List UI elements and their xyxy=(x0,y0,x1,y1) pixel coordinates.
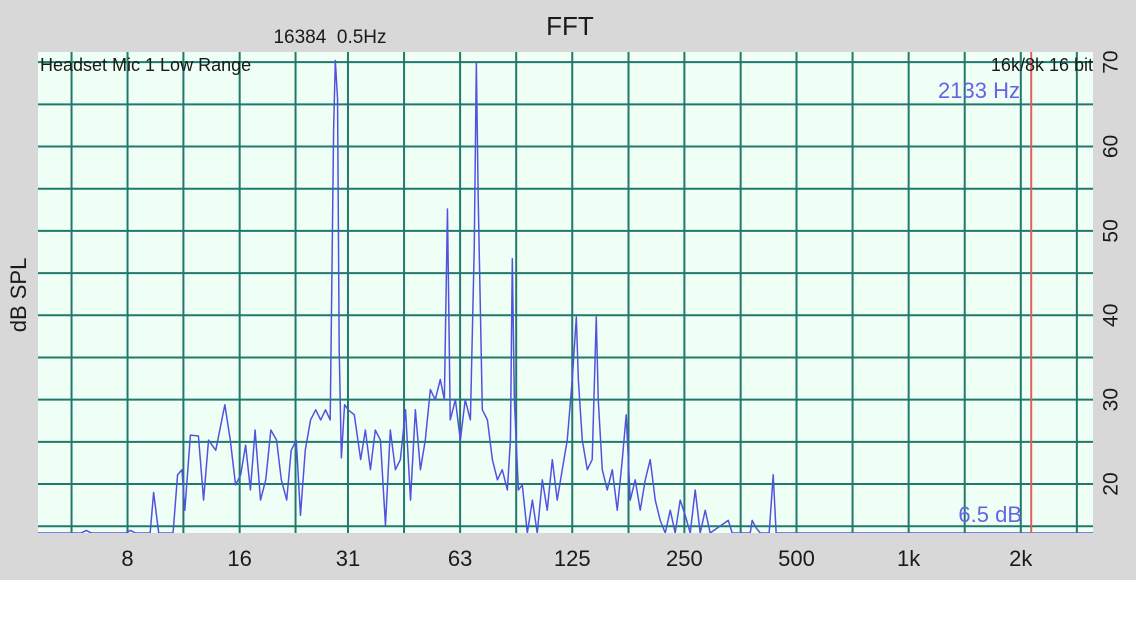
x-tick-label: 8 xyxy=(121,546,133,571)
spectrum-line xyxy=(38,59,1093,533)
x-tick-label: 1k xyxy=(897,546,921,571)
y-tick-label: 40 xyxy=(1100,304,1123,327)
fft-info: 16384 0.5Hz xyxy=(273,27,386,48)
cursor-label: 2133 Hz xyxy=(938,78,1020,103)
y-tick-label: 70 xyxy=(1100,50,1123,73)
x-tick-label: 31 xyxy=(336,546,360,571)
format-label: 16k/8k 16 bit xyxy=(991,55,1093,75)
tick-labels: 8 16 31 63 125 250 500 1k 2k 20 30 40 50 60 70 xyxy=(121,50,1122,570)
chart-title: FFT xyxy=(546,11,594,41)
x-tick-label: 2k xyxy=(1009,546,1033,571)
plot-marks xyxy=(38,52,1093,533)
x-tick-label: 125 xyxy=(554,546,591,571)
y-tick-label: 20 xyxy=(1100,472,1123,495)
y-tick-label: 60 xyxy=(1100,135,1123,158)
source-label: Headset Mic 1 Low Range xyxy=(40,55,251,75)
x-tick-label: 500 xyxy=(778,546,815,571)
x-tick-label: 250 xyxy=(666,546,703,571)
y-axis-label: dB SPL xyxy=(6,258,31,333)
y-tick-label: 50 xyxy=(1100,219,1123,242)
level-label: 6.5 dB xyxy=(958,502,1022,527)
plot-background xyxy=(38,52,1093,533)
x-tick-label: 16 xyxy=(227,546,251,571)
y-tick-label: 30 xyxy=(1100,388,1123,411)
x-tick-label: 63 xyxy=(448,546,472,571)
